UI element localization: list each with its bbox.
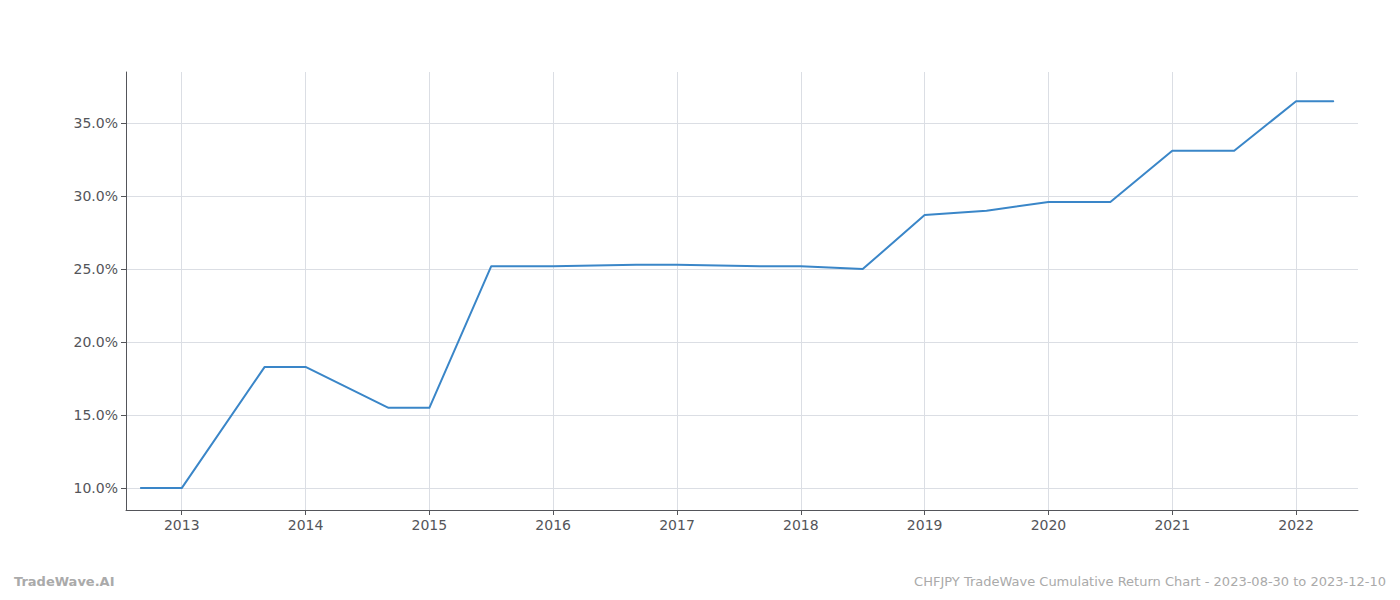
svg-text:25.0%: 25.0% <box>74 261 118 277</box>
svg-text:2019: 2019 <box>907 517 943 533</box>
svg-text:2022: 2022 <box>1278 517 1314 533</box>
svg-text:10.0%: 10.0% <box>74 480 118 496</box>
svg-text:2017: 2017 <box>659 517 695 533</box>
svg-text:30.0%: 30.0% <box>74 188 118 204</box>
svg-text:15.0%: 15.0% <box>74 407 118 423</box>
svg-text:2018: 2018 <box>783 517 819 533</box>
svg-text:CHFJPY TradeWave Cumulative Re: CHFJPY TradeWave Cumulative Return Chart… <box>914 574 1386 589</box>
svg-text:2016: 2016 <box>535 517 571 533</box>
svg-text:2015: 2015 <box>412 517 448 533</box>
svg-text:20.0%: 20.0% <box>74 334 118 350</box>
svg-text:35.0%: 35.0% <box>74 115 118 131</box>
svg-text:2014: 2014 <box>288 517 324 533</box>
svg-text:TradeWave.AI: TradeWave.AI <box>14 574 115 589</box>
svg-text:2013: 2013 <box>164 517 200 533</box>
svg-text:2020: 2020 <box>1031 517 1067 533</box>
svg-text:2021: 2021 <box>1154 517 1190 533</box>
